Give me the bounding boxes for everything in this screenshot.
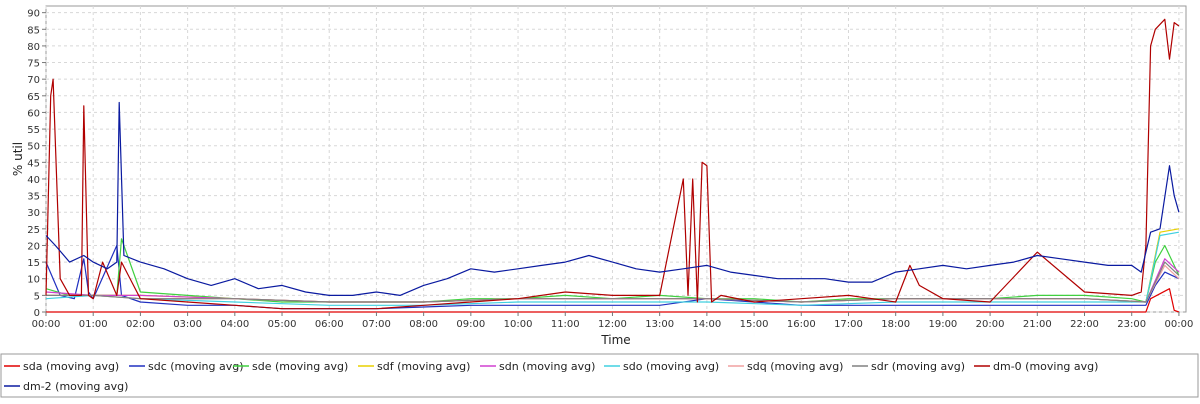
legend-label: sdc (moving avg): [148, 360, 244, 373]
plot-background: [45, 5, 1187, 313]
series-line-dm-0: [45, 18, 1180, 310]
legend-box: [0, 353, 1199, 398]
y-tick-label: 50: [27, 142, 40, 153]
legend-label: sdn (moving avg): [499, 360, 595, 373]
x-tick-label: 11:00: [551, 319, 580, 330]
y-tick-label: 65: [27, 92, 40, 103]
y-tick-label: 30: [27, 208, 40, 219]
x-tick-label: 10:00: [504, 319, 533, 330]
grid: [45, 6, 1186, 313]
legend-label: sde (moving avg): [252, 360, 348, 373]
y-tick-label: 10: [27, 275, 40, 286]
x-tick-label: 20:00: [976, 319, 1005, 330]
legend-label: sdq (moving avg): [747, 360, 843, 373]
y-tick-label: 55: [27, 125, 40, 136]
legend-label: sda (moving avg): [23, 360, 119, 373]
x-tick-label: 19:00: [928, 319, 957, 330]
x-tick-label: 23:00: [1117, 319, 1146, 330]
y-tick-label: 5: [34, 291, 40, 302]
x-tick-label: 07:00: [362, 319, 391, 330]
y-tick-label: 20: [27, 241, 40, 252]
y-tick-label: 0: [34, 308, 40, 319]
y-tick-label: 35: [27, 192, 40, 203]
x-tick-label: 02:00: [126, 319, 155, 330]
series-line-dm-2: [45, 101, 1180, 296]
x-tick-label: 03:00: [173, 319, 202, 330]
x-tick-label: 00:00: [32, 319, 61, 330]
y-tick-label: 80: [27, 42, 40, 53]
y-tick-label: 40: [27, 175, 40, 186]
y-tick-label: 90: [27, 9, 40, 20]
x-tick-label: 05:00: [268, 319, 297, 330]
x-tick-label: 21:00: [1023, 319, 1052, 330]
y-axis-label: % util: [11, 142, 25, 176]
y-tick-label: 45: [27, 158, 40, 169]
x-tick-label: 16:00: [787, 319, 816, 330]
x-tick-label: 12:00: [598, 319, 627, 330]
x-tick-label: 17:00: [834, 319, 863, 330]
legend-label: sdr (moving avg): [871, 360, 965, 373]
legend-label: dm-0 (moving avg): [993, 360, 1098, 373]
legend-label: dm-2 (moving avg): [23, 380, 128, 393]
x-axis-label: Time: [600, 333, 630, 347]
x-tick-label: 01:00: [79, 319, 108, 330]
x-tick-label: 06:00: [315, 319, 344, 330]
x-tick-label: 15:00: [740, 319, 769, 330]
x-tick-label: 08:00: [409, 319, 438, 330]
series-line-sdr: [46, 261, 1180, 303]
y-tick-label: 75: [27, 59, 40, 70]
x-tick-label: 09:00: [456, 319, 485, 330]
legend: sda (moving avg) sdc (moving avg) sde (mov…: [4, 360, 1098, 393]
x-tick-label: 14:00: [692, 319, 721, 330]
legend-label: sdf (moving avg): [377, 360, 470, 373]
x-tick-label: 18:00: [881, 319, 910, 330]
x-tick-label: 04:00: [220, 319, 249, 330]
series-line-sdc: [45, 244, 1180, 310]
y-tick-label: 85: [27, 25, 40, 36]
y-tick-label: 25: [27, 225, 40, 236]
y-tick-label: 15: [27, 258, 40, 269]
y-tick-label: 70: [27, 75, 40, 86]
axes: 0 5 10 15 20 25 30 35 40 45 50 55 60 65 70 75 80 85 90 00:0…: [27, 9, 1193, 330]
x-tick-label: 00:00: [1165, 319, 1194, 330]
series-line-sdo: [45, 231, 1180, 306]
legend-label: sdo (moving avg): [623, 360, 719, 373]
x-tick-label: 22:00: [1070, 319, 1099, 330]
x-tick-label: 13:00: [645, 319, 674, 330]
y-tick-label: 60: [27, 108, 40, 119]
